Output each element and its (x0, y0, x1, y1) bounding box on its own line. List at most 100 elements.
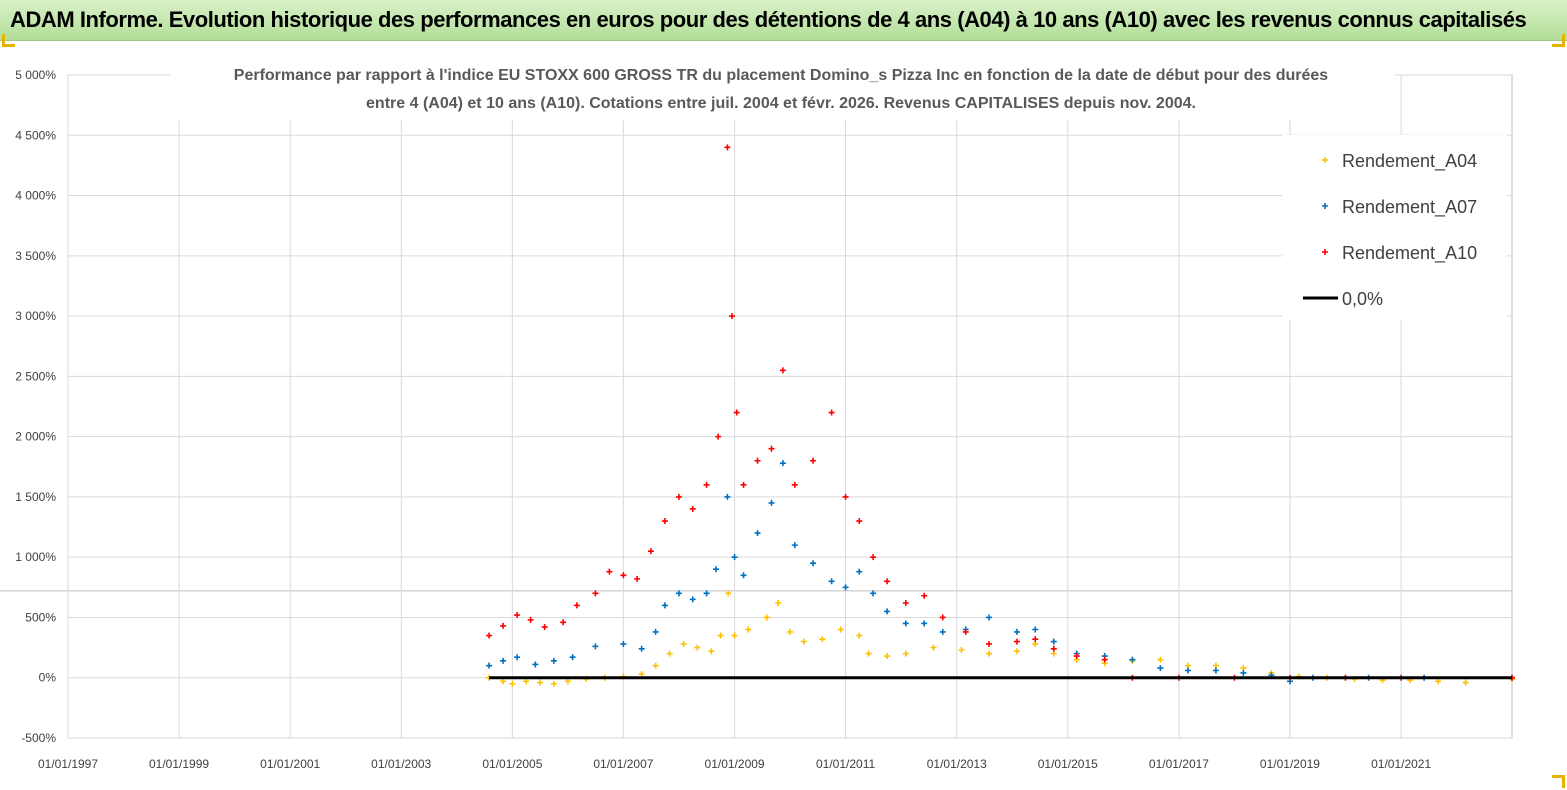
data-point (1129, 656, 1136, 663)
legend-label: Rendement_A07 (1342, 197, 1477, 218)
legend-label: 0,0% (1342, 289, 1383, 309)
x-tick-label: 01/01/2007 (593, 757, 653, 771)
data-point (731, 632, 738, 639)
data-point (884, 578, 891, 585)
data-point (666, 650, 673, 657)
x-tick-label: 01/01/2015 (1038, 757, 1098, 771)
data-point (715, 433, 722, 440)
data-point (1013, 638, 1020, 645)
data-point (810, 457, 817, 464)
data-point (500, 622, 507, 629)
data-point (725, 590, 732, 597)
data-point (523, 678, 530, 685)
data-point (560, 619, 567, 626)
data-point (689, 505, 696, 512)
data-point (740, 572, 747, 579)
chart-title-line2: entre 4 (A04) et 10 ans (A10). Cotations… (366, 95, 1196, 112)
y-tick-label: 3 500% (15, 249, 56, 263)
data-point (724, 144, 731, 151)
data-point (763, 614, 770, 621)
x-axis-ticks: 01/01/1997 01/01/1999 01/01/2001 01/01/2003… (38, 757, 1432, 771)
data-point (902, 599, 909, 606)
data-point (1013, 628, 1020, 635)
data-point (819, 636, 826, 643)
data-point (634, 575, 641, 582)
legend-swatch (1322, 203, 1328, 209)
data-point (694, 644, 701, 651)
data-point (550, 657, 557, 664)
data-point (791, 481, 798, 488)
y-tick-label: 2 500% (15, 369, 56, 383)
data-point (532, 661, 539, 668)
data-point (550, 680, 557, 687)
data-point (1073, 653, 1080, 660)
data-point (652, 662, 659, 669)
data-point (842, 584, 849, 591)
data-point (1050, 638, 1057, 645)
y-tick-label: 1 500% (15, 490, 56, 504)
data-point (768, 445, 775, 452)
x-tick-label: 01/01/2019 (1260, 757, 1320, 771)
data-point (884, 653, 891, 660)
data-point (652, 628, 659, 635)
data-point (962, 628, 969, 635)
x-tick-label: 01/01/2013 (927, 757, 987, 771)
data-point (958, 647, 965, 654)
data-point (1032, 626, 1039, 633)
corner-marker (2, 34, 15, 47)
data-point (791, 542, 798, 549)
data-point (638, 645, 645, 652)
data-point (810, 560, 817, 567)
legend-swatch (1322, 249, 1328, 255)
data-point (728, 313, 735, 320)
y-tick-label: 0% (39, 671, 57, 685)
data-point (754, 530, 761, 537)
data-point (837, 626, 844, 633)
data-point (500, 657, 507, 664)
data-point (675, 590, 682, 597)
data-point (620, 640, 627, 647)
data-point (724, 493, 731, 500)
x-tick-label: 01/01/1997 (38, 757, 98, 771)
data-point (1050, 645, 1057, 652)
y-axis-ticks: -500% 0% 500% 1 000% 1 500% 2 000% 2 500% 3 000… (15, 68, 56, 745)
data-point (661, 518, 668, 525)
data-point (689, 596, 696, 603)
data-point (870, 590, 877, 597)
x-tick-label: 01/01/2003 (371, 757, 431, 771)
corner-marker (1552, 34, 1565, 47)
data-point (870, 554, 877, 561)
data-point (828, 409, 835, 416)
data-point (939, 614, 946, 621)
data-point (620, 572, 627, 579)
x-tick-label: 01/01/2021 (1371, 757, 1431, 771)
data-point (569, 654, 576, 661)
data-point (856, 632, 863, 639)
x-tick-label: 01/01/2011 (816, 757, 875, 771)
data-point (675, 493, 682, 500)
y-tick-label: 3 000% (15, 309, 56, 323)
data-point (509, 680, 516, 687)
data-point (638, 671, 645, 678)
x-tick-label: 01/01/2005 (482, 757, 542, 771)
y-tick-label: 5 000% (15, 68, 56, 82)
data-point (856, 568, 863, 575)
data-point (500, 678, 507, 685)
x-tick-label: 01/01/2017 (1149, 757, 1209, 771)
y-tick-label: -500% (21, 731, 56, 745)
y-tick-label: 4 000% (15, 189, 56, 203)
data-point (902, 620, 909, 627)
data-point (713, 566, 720, 573)
data-point (486, 632, 493, 639)
legend-background (1282, 135, 1507, 320)
data-point (865, 650, 872, 657)
legend-swatch (1322, 157, 1328, 163)
data-point (717, 632, 724, 639)
y-tick-label: 2 000% (15, 430, 56, 444)
data-point (1157, 656, 1164, 663)
data-point (1462, 679, 1469, 686)
data-point (536, 679, 543, 686)
data-point (779, 460, 786, 467)
data-point (775, 599, 782, 606)
data-point (884, 608, 891, 615)
